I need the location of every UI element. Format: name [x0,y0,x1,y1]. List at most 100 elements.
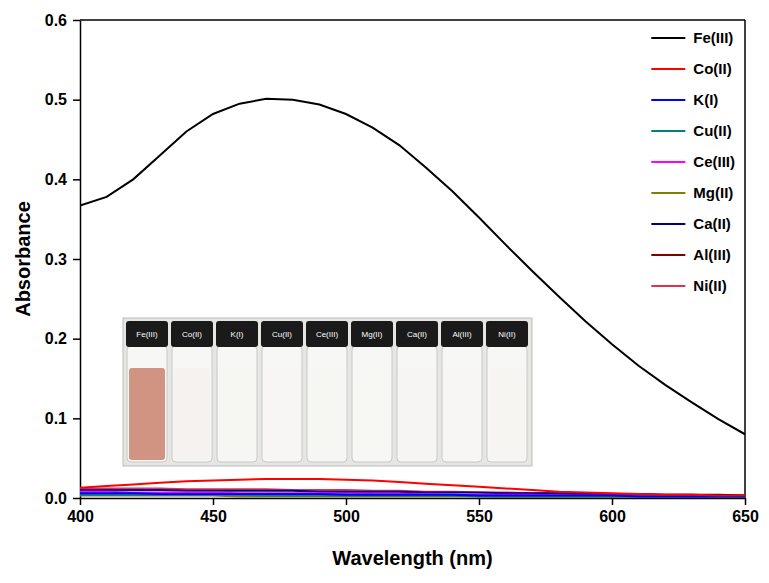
x-tick-mark [745,498,747,505]
vial-label: K(I) [231,330,244,339]
vial [442,346,482,462]
vial-solution [309,368,345,460]
x-tick: 550 [466,498,493,525]
y-tick-label: 0.3 [45,251,67,268]
x-tick: 600 [599,498,626,525]
x-tick-label: 450 [200,508,227,525]
y-tick-mark [73,338,80,340]
legend: Fe(III) Co(II) K(I) Cu(II) Ce(III) Mg(II) Ca(I… [651,29,735,294]
vial-cap [306,321,348,347]
vial [172,346,212,462]
x-tick: 500 [333,498,360,525]
x-tick: 400 [67,498,94,525]
legend-item: Mg(II) [651,184,733,201]
vial-solution [444,368,480,460]
x-axis: 400 450 500 550 600 650 [67,498,759,525]
vial-label: Ni(II) [498,330,516,339]
y-tick-mark [73,20,80,22]
y-tick-mark [73,418,80,420]
y-tick: 0.3 [45,251,80,268]
y-tick-label: 0.2 [45,330,67,347]
legend-item: Ce(III) [651,153,735,170]
inset-background [123,318,532,466]
y-tick-label: 0.1 [45,410,67,427]
vial-solution [264,368,300,460]
legend-label: Al(III) [693,246,731,263]
inset-photo: Fe(III) Co(II) K(I) Cu(II) Ce(III) Mg(II) Ca(I… [123,318,532,466]
x-tick-label: 400 [67,508,94,525]
vial-label: Cu(II) [272,330,292,339]
vial-cap [261,321,303,347]
legend-label: K(I) [693,91,718,108]
vial-solution [219,368,255,460]
vial-solution [129,368,165,460]
legend-swatch [651,130,685,132]
x-tick-mark [213,498,215,505]
series-line [80,479,745,496]
y-tick-mark [73,498,80,500]
y-tick-label: 0.5 [45,91,67,108]
legend-swatch [651,223,685,225]
legend-item: K(I) [651,91,718,108]
vial-solution [399,368,435,460]
vial-label: Ca(II) [407,330,427,339]
vial-solution [174,368,210,460]
legend-swatch [651,192,685,194]
legend-item: Ca(II) [651,215,731,232]
legend-swatch [651,161,685,163]
vial-cap [216,321,258,347]
vial-solution [489,368,525,460]
y-tick-label: 0.6 [45,12,67,29]
legend-swatch [651,285,685,287]
x-tick: 650 [732,498,759,525]
legend-swatch [651,254,685,256]
y-tick: 0.5 [45,91,80,108]
vial-label: Co(II) [182,330,202,339]
legend-label: Ni(II) [693,277,726,294]
vial-cap [171,321,213,347]
x-tick: 450 [200,498,227,525]
y-tick-mark [73,99,80,101]
legend-item: Ni(II) [651,277,726,294]
y-tick-label: 0.4 [45,171,67,188]
vial [217,346,257,462]
vial [397,346,437,462]
y-tick: 0.4 [45,171,80,188]
vial-label: Ce(III) [316,330,339,339]
series-line [80,99,745,434]
legend-swatch [651,99,685,101]
vial [262,346,302,462]
x-tick-label: 600 [599,508,626,525]
x-axis-title: Wavelength (nm) [332,547,492,569]
x-tick-mark [612,498,614,505]
legend-label: Co(II) [693,60,731,77]
vial-cap [486,321,528,347]
vial-label: Fe(III) [136,330,158,339]
frame [744,20,746,498]
vial-label: Mg(II) [362,330,383,339]
legend-item: Cu(II) [651,122,731,139]
legend-label: Ce(III) [693,153,735,170]
y-tick: 0.6 [45,12,80,29]
y-tick-mark [73,259,80,261]
frame [80,19,745,21]
y-tick: 0.0 [45,490,80,507]
y-axis-title: Absorbance [12,201,34,317]
x-tick-label: 650 [732,508,759,525]
y-tick-mark [73,179,80,181]
legend-swatch [651,37,685,39]
y-tick-label: 0.0 [45,490,67,507]
plot-area: 400 450 500 550 600 650 0.0 0.1 0.2 0.3 0.4 0.5 0.6 F… [45,12,759,526]
vial-cap [396,321,438,347]
lines [80,99,745,497]
vial-cap [441,321,483,347]
vial-cap [351,321,393,347]
y-tick: 0.1 [45,410,80,427]
chart: 400 450 500 550 600 650 0.0 0.1 0.2 0.3 0.4 0.5 0.6 F… [0,0,769,583]
y-tick: 0.2 [45,330,80,347]
x-tick-mark [346,498,348,505]
x-tick-label: 550 [466,508,493,525]
legend-label: Fe(III) [693,29,733,46]
legend-swatch [651,68,685,70]
x-tick-label: 500 [333,508,360,525]
